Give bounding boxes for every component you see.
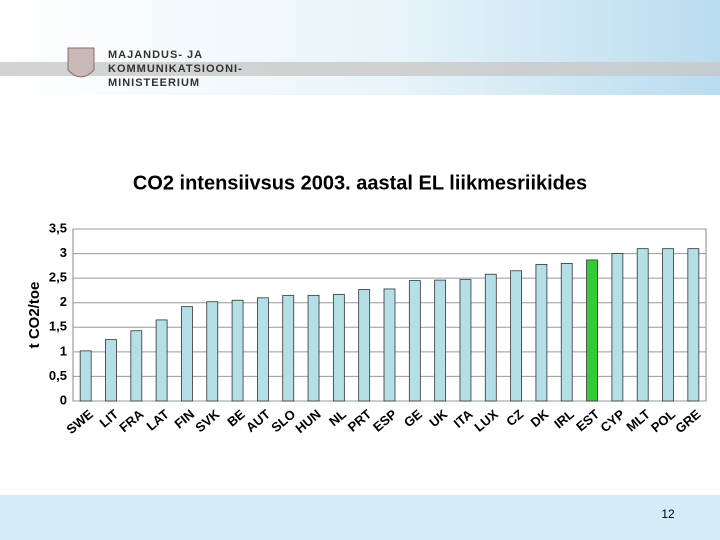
x-tick-label: IRL (551, 406, 577, 431)
bar (687, 248, 700, 402)
bar (206, 301, 219, 402)
y-tick-label: 1,5 (49, 319, 67, 334)
page-number: 12 (661, 507, 675, 521)
bar (586, 259, 598, 402)
y-tick-label: 1 (60, 343, 67, 358)
x-tick-label: UK (426, 406, 450, 430)
y-tick-label: 3 (60, 245, 67, 260)
bar (256, 297, 269, 402)
bar (611, 253, 624, 402)
bar (79, 350, 92, 402)
x-tick-label: HUN (292, 406, 323, 436)
x-tick-label: SWE (63, 406, 96, 437)
x-tick-label: LAT (143, 406, 171, 433)
y-tick-label: 0 (60, 392, 67, 407)
x-tick-label: NL (326, 406, 349, 429)
logo-shield (67, 47, 95, 78)
bar (636, 248, 649, 402)
bar (282, 294, 295, 402)
x-tick-label: MLT (623, 406, 652, 434)
y-tick-label: 0,5 (49, 368, 67, 383)
x-tick-label: FIN (171, 406, 197, 431)
x-tick-label: EST (573, 406, 602, 434)
bar (105, 339, 117, 402)
x-tick-label: LUX (471, 406, 501, 434)
bar (231, 299, 244, 402)
x-tick-label: CYP (597, 406, 627, 435)
bar (130, 330, 143, 402)
header-stripe (0, 62, 720, 76)
bar (535, 263, 548, 402)
x-tick-label: CZ (503, 406, 526, 429)
bar (484, 273, 497, 402)
y-axis-label: t CO2/toe (26, 282, 43, 349)
bar (358, 289, 371, 402)
bar (383, 288, 396, 402)
logo-text: MINISTEERIUM (108, 77, 200, 89)
y-tick-label: 2 (60, 294, 67, 309)
x-tick-label: GRE (672, 406, 703, 436)
bar (560, 262, 573, 402)
bar (181, 306, 193, 402)
y-tick-label: 3,5 (49, 220, 67, 235)
x-tick-label: FRA (116, 406, 147, 435)
bar (332, 293, 345, 402)
bar (510, 270, 523, 402)
footer-band (0, 495, 720, 540)
bar (662, 248, 674, 402)
bar (459, 279, 472, 402)
bar (307, 294, 320, 402)
x-tick-label: SLO (268, 406, 298, 435)
x-tick-label: DK (528, 406, 552, 430)
x-tick-label: SVK (192, 406, 223, 435)
x-tick-label: PRT (345, 406, 375, 434)
logo-text: KOMMUNIKATSIOONI- (108, 63, 243, 75)
header-band (0, 0, 720, 95)
x-tick-label: AUT (243, 406, 273, 435)
x-tick-label: GE (401, 406, 425, 430)
bar (155, 319, 168, 402)
x-tick-label: ESP (370, 406, 400, 434)
chart-title: CO2 intensiivsus 2003. aastal EL liikmes… (133, 172, 587, 194)
bar (408, 280, 421, 402)
y-tick-label: 2,5 (49, 270, 67, 285)
bar (434, 279, 447, 402)
x-tick-label: LIT (97, 406, 122, 430)
x-tick-label: ITA (451, 406, 476, 431)
x-tick-label: POL (648, 406, 678, 435)
logo-text: MAJANDUS- JA (108, 49, 203, 61)
